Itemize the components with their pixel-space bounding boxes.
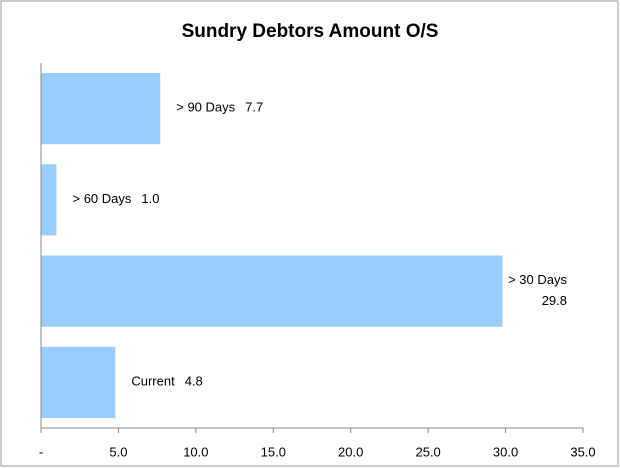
data-label: > 90 Days 7.7 [176,100,263,115]
data-label-value: 7.7 [245,100,263,115]
x-tick-label: 30.0 [493,444,518,459]
data-label-value: 1.0 [141,191,159,206]
bar [41,346,116,418]
x-tick-label: 25.0 [415,444,440,459]
bar [41,255,503,327]
bar [41,73,161,145]
data-label-value: 4.8 [185,374,203,389]
data-label: > 60 Days 1.0 [72,191,159,206]
x-tick-label: 15.0 [261,444,286,459]
data-label: Current 4.8 [131,374,202,389]
bar [41,164,57,236]
data-label-category: > 90 Days [176,100,235,115]
data-label-category: Current [131,374,175,389]
data-label-value: 29.8 [542,294,567,309]
x-tick-label: 5.0 [109,444,127,459]
data-label-category: > 60 Days [72,191,131,206]
x-tick-label: - [39,444,43,459]
chart-title: Sundry Debtors Amount O/S [182,21,439,42]
x-tick-label: 35.0 [570,444,595,459]
data-label: > 30 Days 29.8 [508,273,567,309]
x-tick-label: 10.0 [183,444,208,459]
data-label-category: > 30 Days [508,273,567,288]
x-tick-label: 20.0 [338,444,363,459]
